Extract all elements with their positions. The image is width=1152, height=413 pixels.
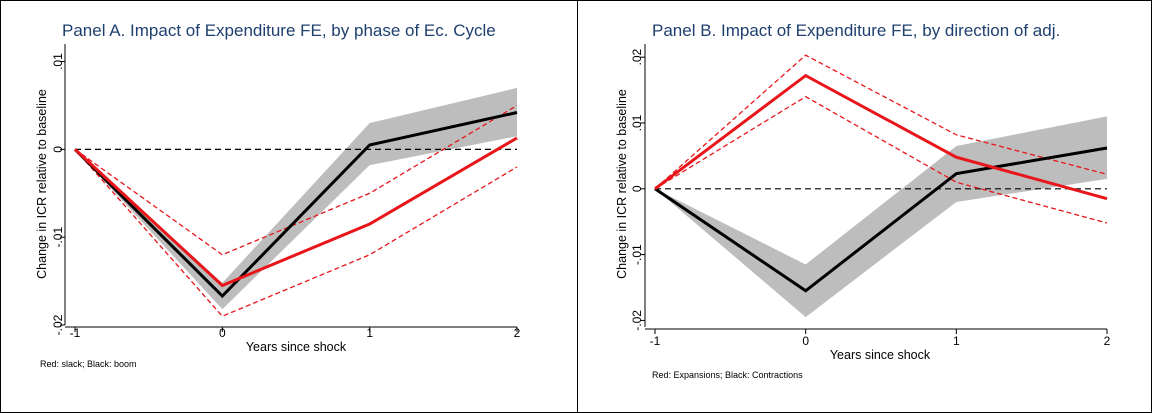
panel-b-y-tick-label: -.02 <box>630 310 644 331</box>
panel-a: Panel A. Impact of Expenditure FE, by ph… <box>35 21 521 369</box>
panel-a-series-line <box>73 136 518 288</box>
panel-b-y-tick-label: .01 <box>630 114 644 131</box>
panel-a-x-axis-label: Years since shock <box>246 340 347 354</box>
panel-a-x-tick-label: -1 <box>70 326 81 340</box>
panel-b-x-tick-label: -1 <box>650 334 661 348</box>
panel-a-title: Panel A. Impact of Expenditure FE, by ph… <box>62 21 496 40</box>
panel-a-y-tick-label: .01 <box>51 53 65 70</box>
panel-a-x-tick-label: 2 <box>514 326 521 340</box>
panel-a-ci-bound <box>74 148 518 317</box>
panel-a-x-tick-label: 1 <box>366 326 373 340</box>
panel-b-ci-bound <box>654 95 1108 224</box>
panel-b-x-tick-label: 2 <box>1104 334 1111 348</box>
panel-b-y-axis-label: Change in ICR relative to baseline <box>615 89 629 279</box>
panel-b-note: Red: Expansions; Black: Contractions <box>652 370 803 380</box>
panel-a-note: Red: slack; Black: boom <box>40 359 137 369</box>
panel-b-series-line <box>654 146 1108 293</box>
panel-b-y-tick-label: .02 <box>630 48 644 65</box>
panel-b-ci-bound <box>654 54 1108 190</box>
panel-b-title: Panel B. Impact of Expenditure FE, by di… <box>652 21 1060 40</box>
panel-b-x-tick-label: 0 <box>802 334 809 348</box>
panel-a-y-tick-label: -.02 <box>51 314 65 335</box>
panel-b-series-line <box>654 73 1108 201</box>
panel-a-y-axis-label: Change in ICR relative to baseline <box>35 89 49 279</box>
panel-b-x-tick-label: 1 <box>953 334 960 348</box>
panel-a-plot: .01 0 -.01 -.02 -1 0 1 2 <box>51 44 521 340</box>
panel-b-plot: .02 .01 0 -.01 -.02 -1 0 1 2 <box>630 44 1111 348</box>
panel-b-y-tick-label: 0 <box>630 185 644 192</box>
panel-b-ci-band <box>655 116 1107 318</box>
panel-a-y-tick-label: -.01 <box>51 227 65 248</box>
panel-b-x-axis-label: Years since shock <box>830 348 931 362</box>
panel-b-y-tick-label: -.01 <box>630 244 644 265</box>
panel-a-ci-band <box>75 87 517 310</box>
panel-b: Panel B. Impact of Expenditure FE, by di… <box>615 21 1111 380</box>
panel-a-x-tick-label: 0 <box>219 326 226 340</box>
panel-a-series-line <box>73 111 518 299</box>
panel-a-y-tick-label: 0 <box>51 146 65 153</box>
panel-a-ci-bound <box>74 104 518 256</box>
